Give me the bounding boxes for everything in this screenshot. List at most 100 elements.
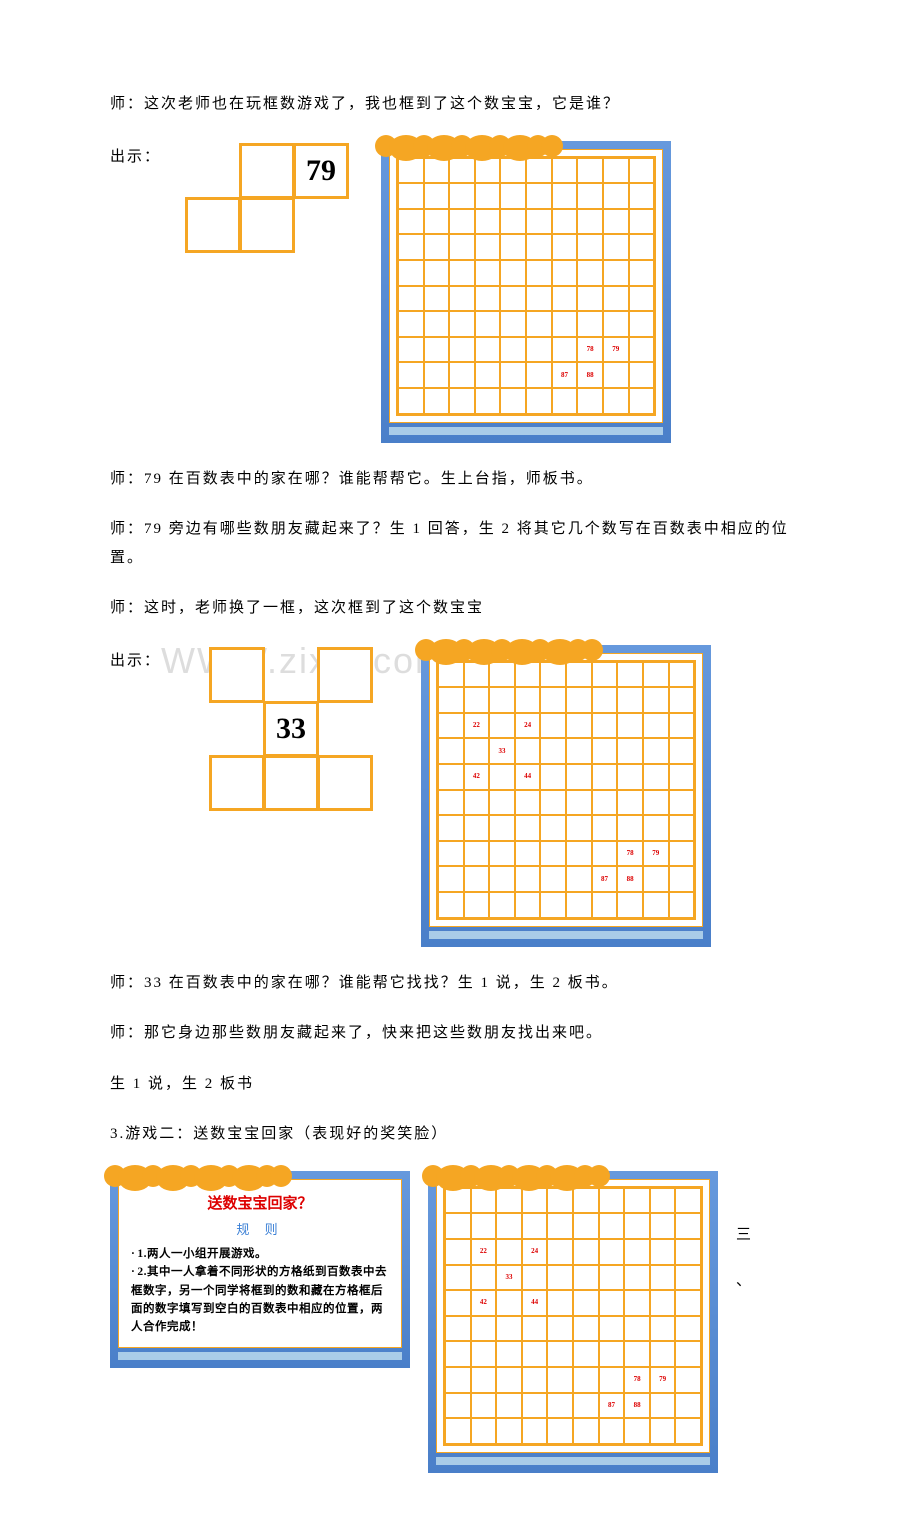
grid-cell bbox=[424, 388, 450, 414]
paragraph-text: 师：33 在百数表中的家在哪？谁能帮它找找？生 1 说，生 2 板书。 bbox=[110, 969, 810, 998]
grid-cell bbox=[489, 892, 515, 918]
grid-cell bbox=[643, 764, 669, 790]
grid-cell bbox=[540, 841, 566, 867]
grid-cell bbox=[552, 260, 578, 286]
grid-cell bbox=[515, 790, 541, 816]
side-text: 三 、 bbox=[736, 1171, 766, 1296]
grid-cell bbox=[577, 158, 603, 184]
grid-cell bbox=[445, 1341, 471, 1367]
grid-cell bbox=[643, 687, 669, 713]
grid-cell bbox=[475, 311, 501, 337]
grid-cell bbox=[669, 841, 695, 867]
grid-cell bbox=[424, 337, 450, 363]
grid-cell bbox=[475, 260, 501, 286]
grid-cell bbox=[629, 311, 655, 337]
grid-cell: 78 bbox=[617, 841, 643, 867]
grid-cell bbox=[592, 713, 618, 739]
grid-cell bbox=[547, 1418, 573, 1444]
grid-cell bbox=[515, 892, 541, 918]
grid-cell: 88 bbox=[577, 362, 603, 388]
grid-cell bbox=[515, 687, 541, 713]
grid-cell bbox=[398, 388, 424, 414]
grid-cell bbox=[489, 713, 515, 739]
grid-cell bbox=[552, 286, 578, 312]
grid-cell bbox=[675, 1341, 701, 1367]
grid-cell bbox=[650, 1188, 676, 1214]
grid-cell bbox=[675, 1265, 701, 1291]
grid-cell bbox=[449, 362, 475, 388]
grid-cell bbox=[526, 158, 552, 184]
grid-cell bbox=[398, 183, 424, 209]
grid-cell bbox=[398, 311, 424, 337]
grid-cell bbox=[629, 388, 655, 414]
grid-cell bbox=[438, 764, 464, 790]
grid-cell: 87 bbox=[599, 1393, 625, 1419]
grid-cell bbox=[489, 790, 515, 816]
figure-row-33: 出示： WWW.zixin.com.cn 33 2224334244787987… bbox=[110, 645, 810, 947]
grid-cell bbox=[464, 866, 490, 892]
grid-cell bbox=[599, 1341, 625, 1367]
grid-cell bbox=[496, 1316, 522, 1342]
grid-cell bbox=[650, 1265, 676, 1291]
grid-cell bbox=[650, 1393, 676, 1419]
grid-cell bbox=[424, 209, 450, 235]
grid-cell bbox=[449, 260, 475, 286]
grid-cell bbox=[643, 790, 669, 816]
grid-cell bbox=[643, 892, 669, 918]
grid-cell bbox=[526, 286, 552, 312]
grid-cell bbox=[547, 1393, 573, 1419]
grid-cell bbox=[577, 234, 603, 260]
grid-cell bbox=[445, 1393, 471, 1419]
hundred-chart-grid-3: 222433424478798788 bbox=[443, 1186, 703, 1446]
grid-cell bbox=[438, 687, 464, 713]
grid-cell bbox=[624, 1188, 650, 1214]
grid-cell bbox=[643, 662, 669, 688]
grid-cell bbox=[573, 1341, 599, 1367]
grid-cell bbox=[650, 1213, 676, 1239]
grid-cell bbox=[424, 183, 450, 209]
grid-cell bbox=[552, 337, 578, 363]
grid-cell: 24 bbox=[522, 1239, 548, 1265]
grid-cell bbox=[500, 209, 526, 235]
grid-cell bbox=[522, 1341, 548, 1367]
grid-cell bbox=[629, 337, 655, 363]
shape-33: 33 bbox=[181, 645, 401, 835]
grid-cell bbox=[573, 1265, 599, 1291]
grid-cell bbox=[540, 892, 566, 918]
grid-cell bbox=[603, 158, 629, 184]
grid-cell bbox=[540, 815, 566, 841]
grid-cell bbox=[398, 260, 424, 286]
grid-cell: 87 bbox=[592, 866, 618, 892]
grid-cell bbox=[675, 1393, 701, 1419]
grid-cell bbox=[675, 1316, 701, 1342]
grid-cell bbox=[424, 234, 450, 260]
grid-cell bbox=[552, 234, 578, 260]
grid-cell bbox=[489, 687, 515, 713]
grid-cell bbox=[449, 311, 475, 337]
grid-cell bbox=[592, 790, 618, 816]
grid-cell: 88 bbox=[617, 866, 643, 892]
grid-cell bbox=[496, 1341, 522, 1367]
paragraph-text: 师：这时，老师换了一框，这次框到了这个数宝宝 bbox=[110, 594, 810, 623]
grid-cell bbox=[438, 866, 464, 892]
grid-cell bbox=[475, 286, 501, 312]
grid-cell bbox=[445, 1265, 471, 1291]
grid-cell bbox=[592, 764, 618, 790]
grid-cell: 87 bbox=[552, 362, 578, 388]
grid-cell bbox=[489, 815, 515, 841]
grid-cell bbox=[500, 388, 526, 414]
shape-79: 79 bbox=[181, 141, 361, 281]
grid-cell bbox=[464, 687, 490, 713]
grid-cell bbox=[603, 234, 629, 260]
grid-cell bbox=[592, 892, 618, 918]
grid-cell bbox=[629, 234, 655, 260]
grid-cell bbox=[471, 1316, 497, 1342]
grid-cell bbox=[445, 1367, 471, 1393]
grid-cell bbox=[603, 362, 629, 388]
grid-cell bbox=[592, 841, 618, 867]
grid-cell bbox=[515, 815, 541, 841]
paragraph-text: 师：这次老师也在玩框数游戏了，我也框到了这个数宝宝，它是谁？ bbox=[110, 90, 810, 119]
grid-cell bbox=[540, 713, 566, 739]
grid-cell bbox=[540, 764, 566, 790]
grid-cell bbox=[552, 158, 578, 184]
